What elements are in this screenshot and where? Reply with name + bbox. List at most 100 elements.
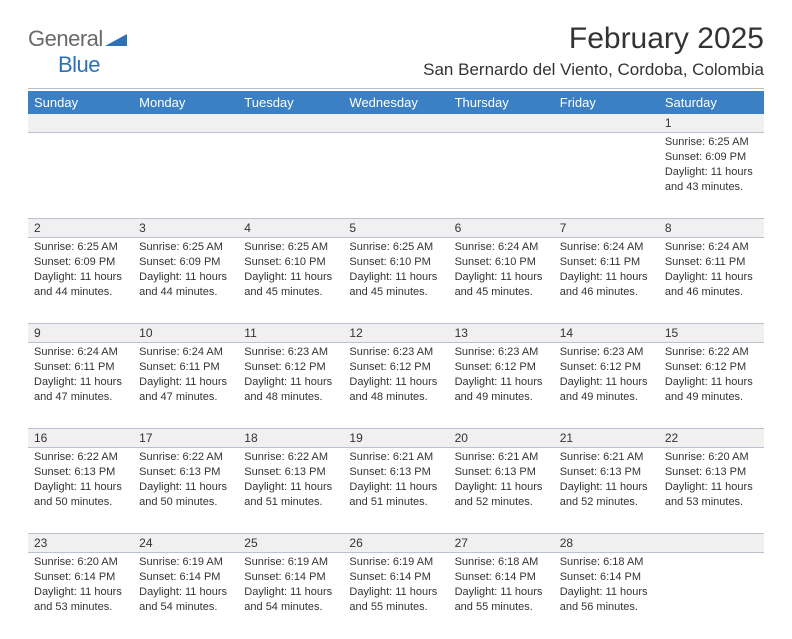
logo-text: General Blue bbox=[28, 26, 127, 78]
daynum-row: 9101112131415 bbox=[28, 324, 764, 343]
logo-word-blue: Blue bbox=[58, 52, 100, 77]
day-content: Sunrise: 6:23 AMSunset: 6:12 PMDaylight:… bbox=[554, 343, 659, 408]
day-number: 8 bbox=[659, 219, 764, 237]
daynum-cell: 7 bbox=[554, 219, 659, 238]
daynum-cell: 11 bbox=[238, 324, 343, 343]
day-cell: Sunrise: 6:23 AMSunset: 6:12 PMDaylight:… bbox=[449, 343, 554, 429]
day-number: 15 bbox=[659, 324, 764, 342]
day-number bbox=[28, 114, 133, 132]
daynum-cell: 28 bbox=[554, 534, 659, 553]
day-content: Sunrise: 6:18 AMSunset: 6:14 PMDaylight:… bbox=[449, 553, 554, 618]
weekday-header: Saturday bbox=[659, 91, 764, 114]
day-number: 11 bbox=[238, 324, 343, 342]
day-cell: Sunrise: 6:25 AMSunset: 6:09 PMDaylight:… bbox=[659, 133, 764, 219]
day-number bbox=[343, 114, 448, 132]
day-content: Sunrise: 6:23 AMSunset: 6:12 PMDaylight:… bbox=[343, 343, 448, 408]
weekday-header: Thursday bbox=[449, 91, 554, 114]
daynum-cell bbox=[28, 114, 133, 133]
daynum-cell: 3 bbox=[133, 219, 238, 238]
daynum-row: 16171819202122 bbox=[28, 429, 764, 448]
day-cell: Sunrise: 6:22 AMSunset: 6:13 PMDaylight:… bbox=[133, 448, 238, 534]
week-row: Sunrise: 6:20 AMSunset: 6:14 PMDaylight:… bbox=[28, 553, 764, 639]
daynum-cell: 16 bbox=[28, 429, 133, 448]
day-number: 27 bbox=[449, 534, 554, 552]
day-content: Sunrise: 6:21 AMSunset: 6:13 PMDaylight:… bbox=[449, 448, 554, 513]
day-content: Sunrise: 6:22 AMSunset: 6:12 PMDaylight:… bbox=[659, 343, 764, 408]
day-content: Sunrise: 6:21 AMSunset: 6:13 PMDaylight:… bbox=[343, 448, 448, 513]
daynum-row: 232425262728 bbox=[28, 534, 764, 553]
day-cell bbox=[238, 133, 343, 219]
day-content: Sunrise: 6:25 AMSunset: 6:10 PMDaylight:… bbox=[238, 238, 343, 303]
day-number bbox=[554, 114, 659, 132]
daynum-cell: 20 bbox=[449, 429, 554, 448]
day-cell: Sunrise: 6:21 AMSunset: 6:13 PMDaylight:… bbox=[449, 448, 554, 534]
day-cell: Sunrise: 6:24 AMSunset: 6:10 PMDaylight:… bbox=[449, 238, 554, 324]
day-cell bbox=[659, 553, 764, 639]
calendar-body: 1Sunrise: 6:25 AMSunset: 6:09 PMDaylight… bbox=[28, 114, 764, 639]
daynum-cell bbox=[343, 114, 448, 133]
day-cell: Sunrise: 6:24 AMSunset: 6:11 PMDaylight:… bbox=[133, 343, 238, 429]
daynum-cell: 5 bbox=[343, 219, 448, 238]
daynum-cell bbox=[238, 114, 343, 133]
week-row: Sunrise: 6:25 AMSunset: 6:09 PMDaylight:… bbox=[28, 133, 764, 219]
day-number: 13 bbox=[449, 324, 554, 342]
day-content: Sunrise: 6:22 AMSunset: 6:13 PMDaylight:… bbox=[238, 448, 343, 513]
day-number: 14 bbox=[554, 324, 659, 342]
day-number: 7 bbox=[554, 219, 659, 237]
day-content: Sunrise: 6:24 AMSunset: 6:11 PMDaylight:… bbox=[133, 343, 238, 408]
daynum-cell: 14 bbox=[554, 324, 659, 343]
daynum-cell bbox=[449, 114, 554, 133]
daynum-row: 1 bbox=[28, 114, 764, 133]
day-number: 6 bbox=[449, 219, 554, 237]
day-number: 23 bbox=[28, 534, 133, 552]
day-cell bbox=[449, 133, 554, 219]
day-cell: Sunrise: 6:25 AMSunset: 6:09 PMDaylight:… bbox=[133, 238, 238, 324]
weekday-header: Monday bbox=[133, 91, 238, 114]
day-content: Sunrise: 6:24 AMSunset: 6:11 PMDaylight:… bbox=[659, 238, 764, 303]
daynum-cell bbox=[133, 114, 238, 133]
day-content: Sunrise: 6:25 AMSunset: 6:09 PMDaylight:… bbox=[659, 133, 764, 198]
day-number: 25 bbox=[238, 534, 343, 552]
daynum-cell: 26 bbox=[343, 534, 448, 553]
logo: General Blue bbox=[28, 26, 127, 78]
logo-triangle-icon bbox=[105, 32, 127, 51]
day-number: 21 bbox=[554, 429, 659, 447]
week-row: Sunrise: 6:24 AMSunset: 6:11 PMDaylight:… bbox=[28, 343, 764, 429]
weekday-header: Wednesday bbox=[343, 91, 448, 114]
day-number: 26 bbox=[343, 534, 448, 552]
day-cell: Sunrise: 6:24 AMSunset: 6:11 PMDaylight:… bbox=[554, 238, 659, 324]
daynum-cell: 19 bbox=[343, 429, 448, 448]
day-number bbox=[449, 114, 554, 132]
daynum-cell bbox=[659, 534, 764, 553]
day-content: Sunrise: 6:19 AMSunset: 6:14 PMDaylight:… bbox=[133, 553, 238, 618]
weekday-header: Sunday bbox=[28, 91, 133, 114]
title-block: February 2025 San Bernardo del Viento, C… bbox=[423, 22, 764, 80]
day-number: 17 bbox=[133, 429, 238, 447]
day-content: Sunrise: 6:24 AMSunset: 6:11 PMDaylight:… bbox=[28, 343, 133, 408]
daynum-cell: 27 bbox=[449, 534, 554, 553]
day-number: 19 bbox=[343, 429, 448, 447]
daynum-cell: 9 bbox=[28, 324, 133, 343]
calendar-table: SundayMondayTuesdayWednesdayThursdayFrid… bbox=[28, 91, 764, 639]
daynum-cell: 13 bbox=[449, 324, 554, 343]
day-number: 1 bbox=[659, 114, 764, 132]
day-content: Sunrise: 6:19 AMSunset: 6:14 PMDaylight:… bbox=[343, 553, 448, 618]
week-row: Sunrise: 6:22 AMSunset: 6:13 PMDaylight:… bbox=[28, 448, 764, 534]
daynum-cell: 15 bbox=[659, 324, 764, 343]
header: General Blue February 2025 San Bernardo … bbox=[28, 22, 764, 80]
daynum-cell: 22 bbox=[659, 429, 764, 448]
day-content: Sunrise: 6:24 AMSunset: 6:10 PMDaylight:… bbox=[449, 238, 554, 303]
daynum-cell: 4 bbox=[238, 219, 343, 238]
day-cell: Sunrise: 6:18 AMSunset: 6:14 PMDaylight:… bbox=[449, 553, 554, 639]
day-content: Sunrise: 6:19 AMSunset: 6:14 PMDaylight:… bbox=[238, 553, 343, 618]
day-cell: Sunrise: 6:25 AMSunset: 6:09 PMDaylight:… bbox=[28, 238, 133, 324]
month-title: February 2025 bbox=[423, 22, 764, 56]
day-content: Sunrise: 6:24 AMSunset: 6:11 PMDaylight:… bbox=[554, 238, 659, 303]
day-cell: Sunrise: 6:22 AMSunset: 6:13 PMDaylight:… bbox=[28, 448, 133, 534]
day-cell: Sunrise: 6:23 AMSunset: 6:12 PMDaylight:… bbox=[554, 343, 659, 429]
daynum-cell: 17 bbox=[133, 429, 238, 448]
day-content: Sunrise: 6:23 AMSunset: 6:12 PMDaylight:… bbox=[238, 343, 343, 408]
weekday-header: Friday bbox=[554, 91, 659, 114]
day-cell: Sunrise: 6:24 AMSunset: 6:11 PMDaylight:… bbox=[28, 343, 133, 429]
day-content: Sunrise: 6:23 AMSunset: 6:12 PMDaylight:… bbox=[449, 343, 554, 408]
